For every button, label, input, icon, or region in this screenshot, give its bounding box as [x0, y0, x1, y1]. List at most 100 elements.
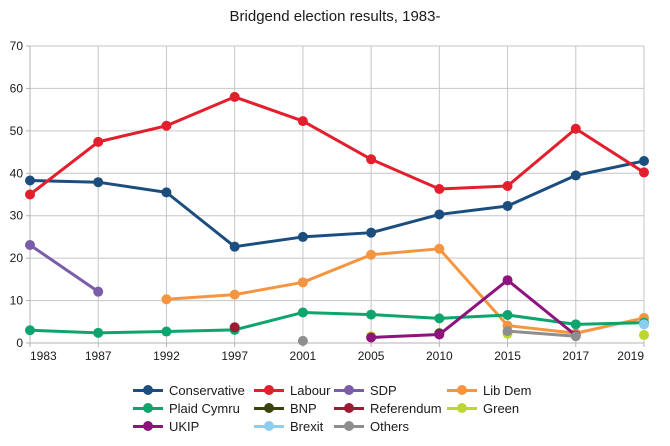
- y-tick-label: 10: [10, 294, 24, 308]
- legend-item-ukip: UKIP: [133, 418, 254, 434]
- legend-label: Plaid Cymru: [169, 400, 240, 416]
- labour-point: [161, 120, 172, 131]
- x-tick-label: 1983: [30, 349, 57, 363]
- y-tick-label: 0: [16, 336, 23, 350]
- legend-label: SDP: [370, 382, 397, 398]
- labour-point: [570, 123, 581, 134]
- conservative-point: [161, 187, 172, 198]
- legend-label: Lib Dem: [483, 382, 532, 398]
- x-tick-label: 2005: [358, 349, 385, 363]
- conservative-line: [28, 159, 646, 249]
- labour-point: [297, 116, 308, 127]
- referendum-point: [229, 322, 240, 333]
- legend-line-marker-icon: [334, 421, 364, 431]
- others-point: [502, 326, 513, 337]
- green-point: [639, 329, 649, 340]
- plaid-cymru-point: [297, 307, 308, 318]
- conservative-point: [570, 170, 581, 181]
- legend-item-sdp: SDP: [334, 382, 447, 398]
- x-tick-label: 2001: [290, 349, 317, 363]
- lib-dem-point: [297, 277, 308, 288]
- ukip-line: [369, 278, 578, 339]
- conservative-point: [229, 241, 240, 252]
- legend-line-marker-icon: [447, 403, 477, 413]
- plaid-cymru-point: [502, 309, 513, 320]
- legend-item-lib-dem: Lib Dem: [447, 382, 551, 398]
- sdp-point: [25, 239, 35, 250]
- sdp-point: [93, 286, 104, 297]
- plaid-cymru-point: [366, 309, 377, 320]
- chart-title: Bridgend election results, 1983-: [229, 8, 441, 25]
- legend-item-bnp: BNP: [254, 400, 334, 416]
- conservative-point: [502, 200, 513, 211]
- legend-line-marker-icon: [133, 385, 163, 395]
- x-tick-label: 1987: [85, 349, 112, 363]
- legend-line-marker-icon: [133, 421, 163, 431]
- plaid-cymru-line: [28, 310, 646, 335]
- conservative-point: [93, 177, 104, 188]
- plaid-cymru-point: [434, 313, 445, 324]
- legend-label: Conservative: [169, 382, 245, 398]
- lib-dem-point: [434, 243, 445, 254]
- lib-dem-point: [366, 249, 377, 260]
- conservative-point: [434, 209, 445, 220]
- plaid-cymru-point: [161, 326, 172, 337]
- plaid-cymru-point: [570, 319, 581, 330]
- others-point: [570, 331, 581, 342]
- conservative-point: [639, 155, 649, 166]
- x-tick-label: 1992: [153, 349, 180, 363]
- sdp-line: [28, 243, 100, 294]
- plaid-cymru-point: [93, 327, 104, 338]
- legend-label: BNP: [290, 400, 317, 416]
- x-tick-label: 2019: [617, 349, 644, 363]
- conservative-point: [25, 175, 35, 186]
- labour-point: [502, 181, 513, 192]
- conservative-point: [366, 227, 377, 238]
- y-tick-label: 70: [10, 39, 24, 53]
- y-tick-label: 60: [10, 81, 24, 95]
- legend-label: Brexit: [290, 418, 324, 434]
- lib-dem-line: [164, 247, 646, 335]
- legend-line-marker-icon: [254, 403, 284, 413]
- y-tick-label: 30: [10, 209, 24, 223]
- brexit-point: [639, 319, 649, 330]
- legend-line-marker-icon: [447, 385, 477, 395]
- ukip-point: [502, 275, 513, 286]
- legend-item-plaid-cymru: Plaid Cymru: [133, 400, 254, 416]
- chart-legend: Conservative Labour SDP Lib Dem Plaid Cy…: [133, 381, 551, 435]
- y-tick-label: 20: [10, 251, 24, 265]
- lib-dem-point: [161, 294, 172, 305]
- conservative-point: [297, 231, 308, 242]
- labour-point: [93, 136, 104, 147]
- legend-item-others: Others: [334, 418, 447, 434]
- labour-point: [434, 183, 445, 194]
- labour-point: [229, 91, 240, 102]
- legend-line-marker-icon: [334, 403, 364, 413]
- legend-line-marker-icon: [254, 421, 284, 431]
- legend-label: Labour: [290, 382, 331, 398]
- y-tick-label: 40: [10, 166, 24, 180]
- legend-item-brexit: Brexit: [254, 418, 334, 434]
- x-tick-label: 1997: [221, 349, 248, 363]
- labour-point: [366, 154, 377, 165]
- legend-label: Green: [483, 400, 520, 416]
- labour-point: [639, 167, 649, 178]
- legend-item-conservative: Conservative: [133, 382, 254, 398]
- legend-item-referendum: Referendum: [334, 401, 447, 416]
- ukip-point: [434, 329, 445, 340]
- legend-line-marker-icon: [334, 385, 364, 395]
- x-tick-label: 2015: [494, 349, 521, 363]
- plaid-cymru-point: [25, 325, 35, 336]
- legend-label: Others: [370, 418, 410, 434]
- labour-point: [25, 189, 35, 200]
- others-line: [506, 329, 578, 338]
- lib-dem-point: [229, 289, 240, 300]
- legend-line-marker-icon: [133, 403, 163, 413]
- y-tick-label: 50: [10, 124, 24, 138]
- legend-item-labour: Labour: [254, 382, 334, 398]
- x-tick-label: 2010: [426, 349, 453, 363]
- legend-label: UKIP: [169, 418, 200, 434]
- legend-line-marker-icon: [254, 385, 284, 395]
